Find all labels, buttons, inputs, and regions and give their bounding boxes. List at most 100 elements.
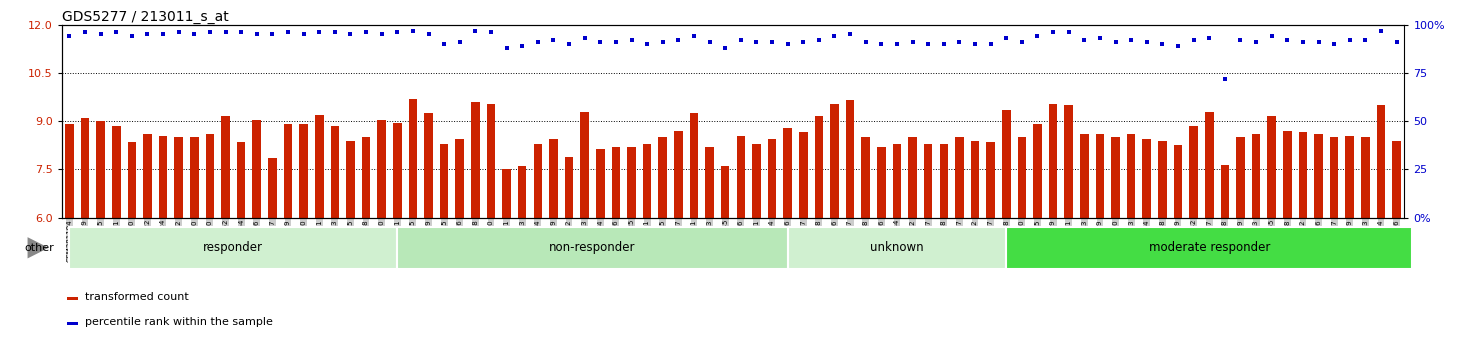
Bar <box>815 116 824 218</box>
Bar <box>111 126 120 218</box>
Bar <box>752 144 761 218</box>
Point <box>1198 35 1221 41</box>
Bar <box>471 102 479 218</box>
Bar <box>1017 137 1026 218</box>
Point <box>386 30 409 35</box>
Bar <box>252 120 261 218</box>
Text: moderate responder: moderate responder <box>1148 241 1270 254</box>
Point <box>479 30 503 35</box>
Point <box>1292 39 1315 45</box>
Bar <box>221 116 230 218</box>
Bar <box>1158 141 1167 218</box>
Point <box>635 41 658 47</box>
Point <box>496 45 519 51</box>
Bar <box>517 166 526 218</box>
Point <box>1353 38 1377 43</box>
Point <box>776 41 799 47</box>
Point <box>604 39 627 45</box>
Bar <box>611 147 620 218</box>
FancyBboxPatch shape <box>1006 227 1412 269</box>
Bar <box>1080 134 1089 218</box>
Point <box>167 30 191 35</box>
Bar <box>128 142 136 218</box>
Point <box>651 39 674 45</box>
Bar <box>581 112 589 218</box>
Point <box>1135 39 1158 45</box>
Bar <box>1127 134 1136 218</box>
Bar <box>721 166 730 218</box>
Text: transformed count: transformed count <box>85 292 189 302</box>
Point <box>714 45 737 51</box>
Bar <box>642 144 651 218</box>
Point <box>620 38 644 43</box>
Bar <box>830 104 839 218</box>
Point <box>214 30 237 35</box>
Point <box>994 35 1017 41</box>
Bar <box>1330 137 1338 218</box>
Bar <box>1360 137 1369 218</box>
Bar <box>705 147 714 218</box>
Bar <box>1111 137 1120 218</box>
Point <box>667 38 690 43</box>
Point <box>402 28 425 33</box>
Bar <box>877 147 885 218</box>
Bar <box>97 121 106 218</box>
Bar <box>205 134 214 218</box>
Point <box>698 39 721 45</box>
Bar <box>1268 116 1275 218</box>
Point <box>1275 38 1299 43</box>
Text: responder: responder <box>204 241 264 254</box>
Bar <box>191 137 198 218</box>
Text: unknown: unknown <box>871 241 924 254</box>
Bar <box>503 170 510 218</box>
Point <box>73 30 97 35</box>
Point <box>761 39 784 45</box>
Bar <box>1205 112 1214 218</box>
Point <box>979 41 1003 47</box>
FancyBboxPatch shape <box>69 227 397 269</box>
Point <box>542 38 566 43</box>
Point <box>885 41 909 47</box>
Bar <box>768 139 777 218</box>
Point <box>526 39 550 45</box>
Bar <box>674 131 683 218</box>
Bar <box>970 141 979 218</box>
Point <box>855 39 878 45</box>
Bar <box>362 137 371 218</box>
Point <box>1120 38 1143 43</box>
Point <box>416 32 440 37</box>
Point <box>839 32 862 37</box>
Point <box>1151 41 1174 47</box>
Text: non-responder: non-responder <box>550 241 636 254</box>
Point <box>1182 38 1205 43</box>
Bar <box>1142 139 1151 218</box>
Point <box>510 43 534 49</box>
Point <box>1026 34 1050 39</box>
Bar <box>1095 134 1104 218</box>
Bar <box>1314 134 1322 218</box>
Point <box>276 30 299 35</box>
Bar <box>81 118 89 218</box>
Bar <box>862 137 869 218</box>
Point <box>869 41 893 47</box>
Point <box>900 39 924 45</box>
Bar <box>144 134 152 218</box>
Point <box>308 30 331 35</box>
Point <box>104 30 128 35</box>
Bar <box>597 149 604 218</box>
Point <box>1229 38 1252 43</box>
Bar <box>783 128 792 218</box>
Bar <box>67 322 78 325</box>
Bar <box>1346 136 1355 218</box>
Point <box>557 41 581 47</box>
Point <box>183 32 207 37</box>
Point <box>136 32 160 37</box>
Bar <box>487 104 496 218</box>
Point <box>463 28 487 33</box>
Point <box>729 38 752 43</box>
Text: other: other <box>25 243 54 253</box>
Bar <box>424 113 432 218</box>
Bar <box>440 144 449 218</box>
Bar <box>689 113 698 218</box>
Bar <box>1252 134 1261 218</box>
